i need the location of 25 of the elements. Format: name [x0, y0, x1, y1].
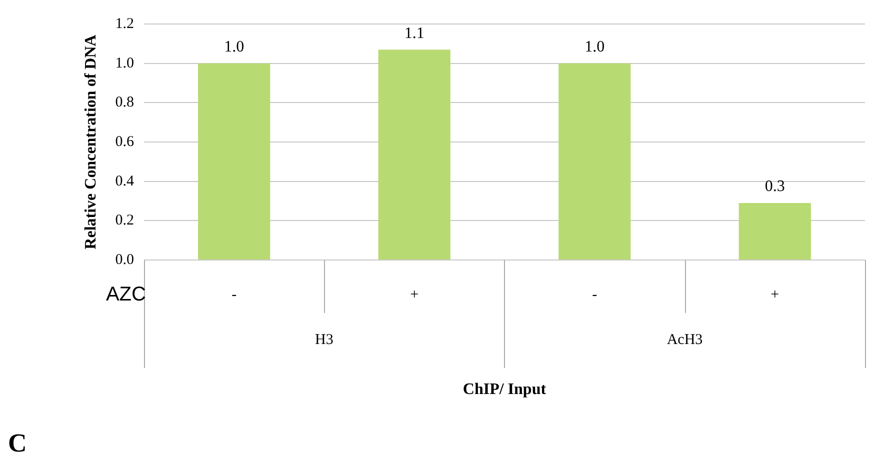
data-label: 1.0 — [224, 38, 244, 56]
data-label: 0.3 — [764, 178, 785, 196]
y-tick-label: 0.4 — [115, 173, 134, 190]
bar — [378, 50, 450, 260]
y-tick-label: 0.0 — [115, 252, 134, 268]
x-tick-label: - — [232, 286, 237, 303]
bar — [738, 202, 811, 260]
data-label: 1.0 — [584, 38, 605, 56]
bar — [558, 63, 631, 260]
text: AZC — [106, 284, 146, 306]
bar — [198, 63, 270, 260]
y-tick-label: 1.0 — [115, 55, 134, 72]
y-tick-label: 0.6 — [115, 134, 134, 150]
x-axis-title: ChIP/ Input — [462, 381, 547, 398]
data-label: 1.1 — [404, 24, 424, 42]
text: H3 — [315, 332, 334, 348]
y-axis-title: Relative Concentration of DNA — [82, 34, 100, 250]
y-tick-label: 1.2 — [115, 16, 134, 32]
text: C — [8, 428, 27, 458]
x-tick-label: + — [770, 286, 780, 303]
y-tick-label: 0.2 — [115, 212, 134, 229]
x-tick-label: + — [410, 286, 419, 303]
y-tick-label: 0.8 — [115, 94, 134, 111]
text: AcH3 — [666, 332, 703, 348]
x-tick-label: - — [592, 286, 598, 303]
